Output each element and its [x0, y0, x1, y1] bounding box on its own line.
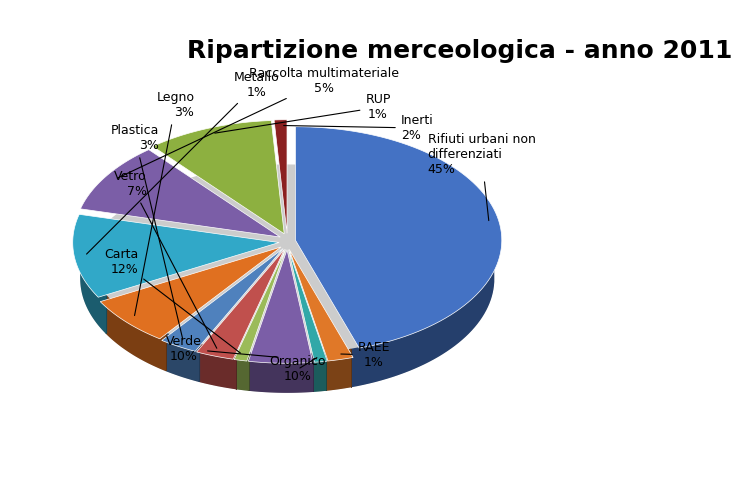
Polygon shape [289, 250, 353, 361]
Text: Legno
3%: Legno 3% [134, 91, 194, 315]
Polygon shape [234, 250, 285, 361]
Polygon shape [295, 127, 502, 348]
Text: Inerti
2%: Inerti 2% [284, 114, 433, 142]
Text: Vetro
7%: Vetro 7% [114, 170, 217, 348]
Text: RUP
1%: RUP 1% [215, 93, 391, 133]
Polygon shape [106, 296, 166, 370]
Polygon shape [248, 353, 313, 392]
Polygon shape [313, 353, 326, 391]
Polygon shape [196, 249, 285, 359]
Polygon shape [81, 150, 280, 237]
Text: Carta
12%: Carta 12% [104, 248, 241, 353]
Text: Raccolta multimateriale
5%: Raccolta multimateriale 5% [117, 67, 399, 178]
Text: Ripartizione merceologica - anno 2011: Ripartizione merceologica - anno 2011 [187, 39, 732, 63]
Polygon shape [351, 245, 494, 386]
Polygon shape [81, 242, 106, 333]
Polygon shape [199, 344, 236, 389]
Polygon shape [153, 121, 284, 234]
Polygon shape [236, 352, 248, 390]
Text: Rifiuti urbani non
differenziati
45%: Rifiuti urbani non differenziati 45% [427, 133, 535, 221]
Polygon shape [72, 214, 279, 297]
Text: RAEE
1%: RAEE 1% [341, 341, 390, 369]
Polygon shape [166, 333, 199, 382]
Polygon shape [100, 247, 281, 339]
Polygon shape [326, 349, 351, 390]
Text: Metallo
1%: Metallo 1% [87, 71, 279, 254]
Polygon shape [274, 120, 287, 233]
Polygon shape [248, 250, 313, 363]
Polygon shape [288, 250, 327, 362]
Text: Organico
10%: Organico 10% [270, 355, 326, 384]
Polygon shape [162, 249, 283, 351]
Text: Plastica
3%: Plastica 3% [111, 124, 183, 339]
Text: Verde
10%: Verde 10% [166, 335, 278, 363]
Ellipse shape [81, 165, 494, 392]
